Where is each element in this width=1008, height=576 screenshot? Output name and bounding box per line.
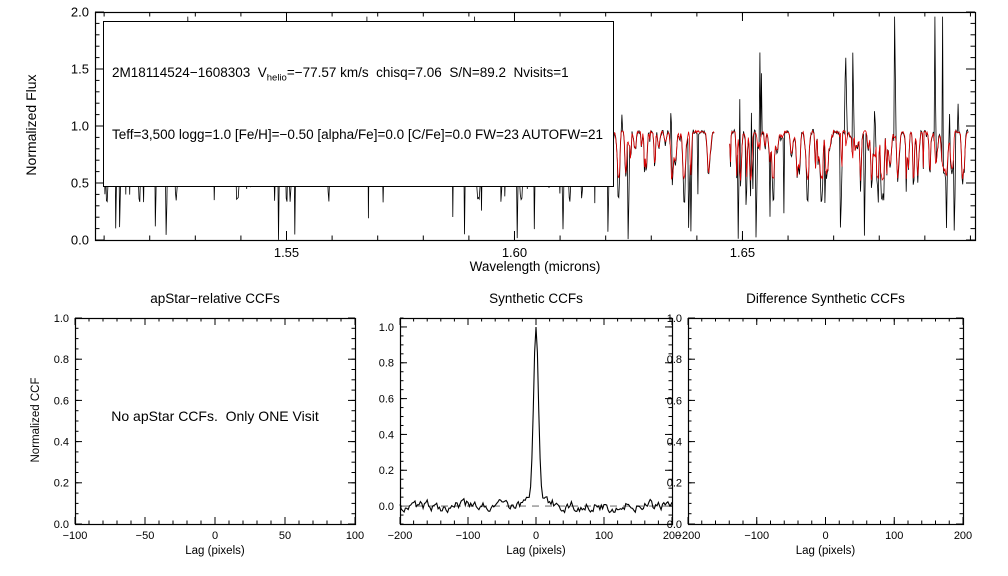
y-tick-label: 2.0 [71, 5, 89, 20]
y-tick-label: 1.0 [667, 313, 682, 325]
ccf-ylabel: Normalized CCF [30, 377, 42, 463]
y-tick-label: 0.6 [379, 393, 394, 405]
synthetic-ccf-line [399, 326, 673, 514]
spectrum-info-box: 2M18114524−1608303 Vhelio=−77.57 km/s ch… [103, 21, 615, 188]
apstar-ccf-xlabel: Lag (pixels) [185, 545, 245, 557]
x-tick-label: −100 [63, 530, 88, 542]
x-tick-label: 0 [212, 530, 218, 542]
synthetic-fit-segment [729, 129, 969, 181]
y-tick-label: 0.5 [71, 176, 89, 191]
difference-synthetic-ccf-axes: −200 −100 0 100 200 0.0 0.2 0.4 0.6 0.8 1.0 [667, 313, 972, 542]
difference-ccf-title: Difference Synthetic CCFs [746, 291, 905, 306]
y-tick-label: 0.4 [667, 436, 682, 448]
y-tick-label: 0.0 [379, 501, 394, 513]
y-tick-label: 1.0 [71, 119, 89, 134]
observed-spectrum-segment [729, 16, 969, 239]
y-tick-label: 0.4 [379, 429, 394, 441]
x-tick-label: −50 [136, 530, 155, 542]
y-tick-label: 0.6 [54, 395, 69, 407]
x-tick-label: 1.60 [502, 245, 527, 260]
y-tick-label: 0.4 [54, 436, 69, 448]
apstar-ccf-title: apStar−relative CCFs [150, 291, 280, 306]
y-tick-label: 0.0 [71, 233, 89, 248]
info-line-1: 2M18114524−1608303 Vhelio=−77.57 km/s ch… [112, 63, 603, 85]
vhelio-subscript: helio [266, 72, 287, 84]
fit-stats: =−77.57 km/s chisq=7.06 S/N=89.2 Nvisits… [286, 65, 569, 81]
object-id-and-vhelio: 2M18114524−1608303 V [112, 65, 267, 81]
spectrum-ylabel: Normalized Flux [23, 74, 39, 176]
x-tick-label: 200 [663, 530, 681, 542]
y-tick-label: 0.2 [379, 465, 394, 477]
y-tick-label: 0.2 [54, 478, 69, 490]
x-tick-label: −100 [456, 530, 481, 542]
y-tick-label: 1.5 [71, 62, 89, 77]
y-tick-label: 0.8 [379, 358, 394, 370]
x-tick-label: 100 [595, 530, 613, 542]
spectrum-xlabel: Wavelength (microns) [469, 259, 601, 274]
x-tick-label: 100 [885, 530, 903, 542]
synthetic-ccf-xlabel: Lag (pixels) [506, 545, 566, 557]
difference-ccf-xlabel: Lag (pixels) [795, 545, 856, 557]
x-tick-label: 1.65 [730, 245, 755, 260]
x-tick-label: 200 [954, 530, 972, 542]
info-line-2: Teff=3,500 logg=1.0 [Fe/H]=−0.50 [alpha/… [112, 126, 604, 142]
x-tick-label: 100 [346, 530, 364, 542]
y-tick-label: 0.2 [667, 478, 682, 490]
y-tick-label: 0.8 [54, 354, 69, 366]
y-tick-label: 0.8 [667, 354, 682, 366]
x-tick-label: 0 [822, 530, 828, 542]
y-tick-label: 0.0 [667, 519, 682, 531]
synthetic-ccf-title: Synthetic CCFs [489, 291, 583, 306]
x-tick-label: −200 [676, 530, 701, 542]
y-tick-label: 0.0 [54, 519, 69, 531]
x-tick-label: −100 [744, 530, 769, 542]
apstar-ccf-axes: −100 −50 0 50 100 0.0 0.2 0.4 0.6 0.8 1.0 [54, 313, 364, 542]
x-tick-label: −200 [388, 530, 413, 542]
y-tick-label: 1.0 [379, 322, 394, 334]
y-tick-label: 1.0 [54, 313, 69, 325]
x-tick-label: 0 [533, 530, 539, 542]
x-tick-label: 50 [279, 530, 291, 542]
x-tick-label: 1.55 [274, 245, 299, 260]
spectrum-axes: 1.55 1.60 1.65 0.0 0.5 1.0 1.5 2.0 [71, 5, 977, 260]
y-tick-label: 0.6 [667, 395, 682, 407]
no-apstar-ccf-note: No apStar CCFs. Only ONE Visit [111, 408, 319, 424]
